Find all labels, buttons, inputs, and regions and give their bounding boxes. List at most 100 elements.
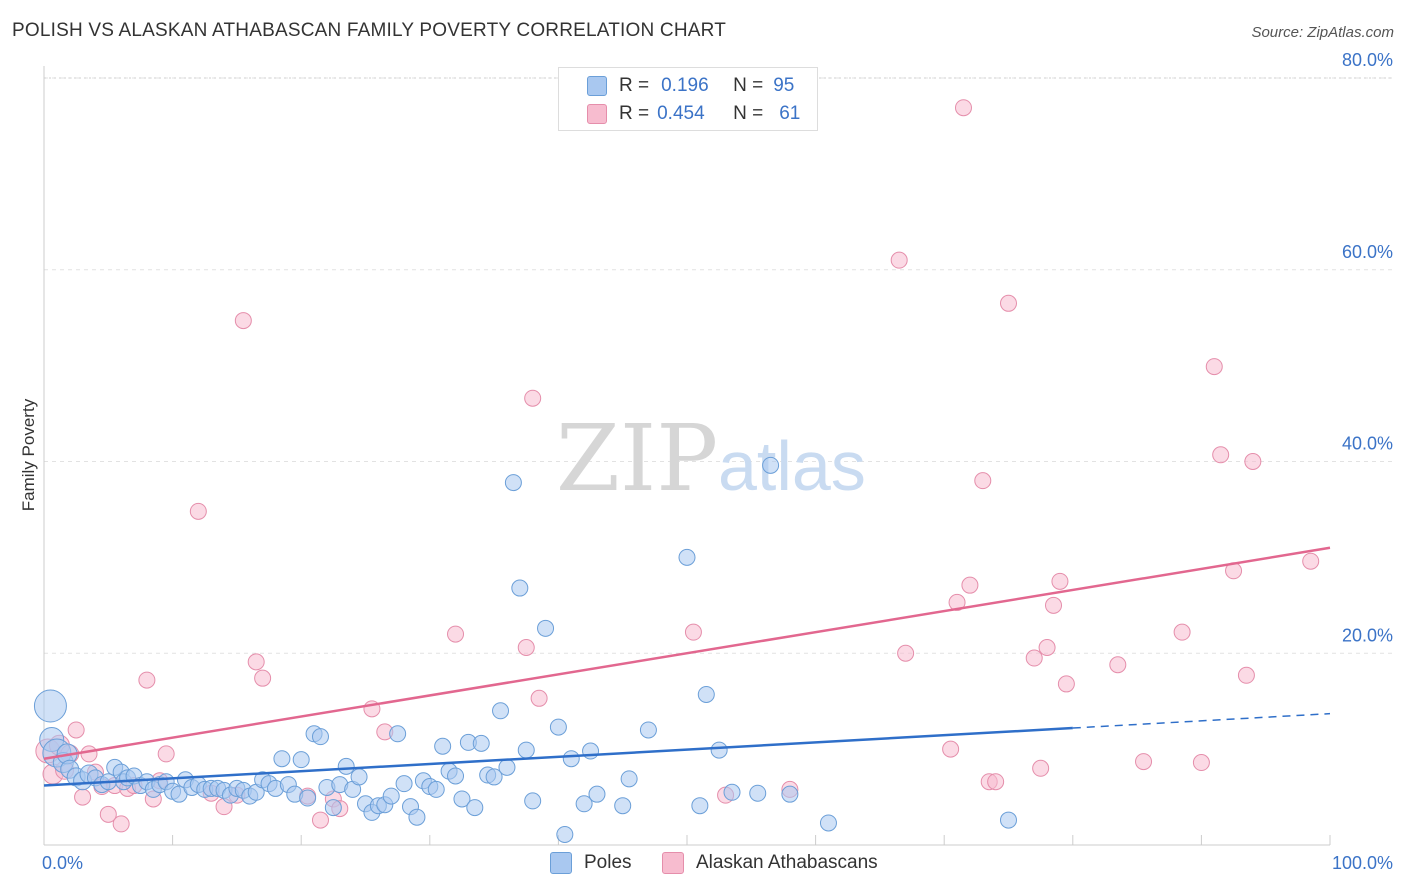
poles-point (504, 474, 522, 492)
poles-point (299, 789, 317, 807)
alaskan-point (897, 644, 915, 662)
alaskan-point (1032, 759, 1050, 777)
legend-label-poles: Poles (584, 852, 632, 873)
chart-title: POLISH VS ALASKAN ATHABASCAN FAMILY POVE… (12, 20, 727, 41)
poles-point (33, 689, 67, 723)
legend-swatch-poles (550, 852, 572, 874)
poles-point (562, 750, 580, 768)
poles-point (524, 792, 542, 810)
poles-point (582, 742, 600, 760)
grid-lines (44, 77, 1392, 654)
legend-swatch-alaskan (662, 852, 684, 874)
alaskan-point (157, 745, 175, 763)
poles-point (472, 734, 490, 752)
poles-point (273, 750, 291, 768)
poles-point (517, 741, 535, 759)
alaskan-point (67, 721, 85, 739)
poles-points (33, 456, 1017, 843)
alaskan-point (99, 805, 117, 823)
x-tick-label-min: 0.0% (42, 853, 83, 873)
poles-point (408, 808, 426, 826)
legend-r-label: R = (619, 103, 650, 124)
alaskan-point (447, 625, 465, 643)
alaskan-point (954, 99, 972, 117)
legend-n-label: N = (733, 103, 764, 124)
poles-point (537, 619, 555, 637)
alaskan-point (1051, 572, 1069, 590)
poles-point (434, 737, 452, 755)
poles-point (447, 767, 465, 785)
legend-swatch-poles (587, 76, 607, 96)
alaskan-point (942, 740, 960, 758)
poles-point (292, 751, 310, 769)
alaskan-point (1192, 754, 1210, 772)
poles-point (691, 797, 709, 815)
alaskan-point (684, 623, 702, 641)
poles-point (620, 770, 638, 788)
watermark-atlas: atlas (718, 427, 866, 505)
legend-label-alaskan: Alaskan Athabascans (696, 852, 878, 873)
series-legend: Poles Alaskan Athabascans (0, 850, 1406, 878)
poles-point (1000, 811, 1017, 829)
legend-r-label: R = (619, 75, 650, 96)
legend-n-value: 61 (779, 103, 801, 124)
trend-lines (43, 546, 1331, 787)
poles-point (492, 702, 510, 720)
alaskan-point (1025, 649, 1043, 667)
poles-point (498, 758, 516, 776)
poles-point (781, 785, 799, 803)
poles-trend-extension (1072, 712, 1331, 729)
poles-point (639, 721, 657, 739)
alaskan-point (890, 251, 908, 269)
alaskan-point (189, 502, 207, 520)
poles-point (466, 799, 484, 817)
legend-r-value: 0.454 (657, 103, 705, 124)
legend-item-alaskan: Alaskan Athabascans (662, 852, 878, 874)
alaskan-point (948, 593, 966, 611)
alaskan-point (524, 389, 542, 407)
poles-point (389, 725, 407, 743)
poles-point (453, 790, 471, 808)
alaskan-point (1173, 623, 1191, 641)
poles-point (485, 768, 503, 786)
tick-labels: 20.0% 40.0% 60.0% 80.0% 0.0% 100.0% (42, 50, 1393, 873)
alaskan-point (247, 653, 265, 671)
poles-point (556, 825, 574, 843)
alaskan-point (1302, 552, 1320, 570)
alaskan-point (1212, 446, 1230, 464)
poles-point (350, 768, 368, 786)
alaskan-point (1244, 453, 1262, 470)
poles-point (588, 785, 606, 803)
alaskan-point (961, 576, 979, 594)
legend-swatch-alaskan (587, 104, 607, 124)
alaskan-point (1038, 638, 1056, 656)
legend-row-alaskan: R = 0.454 N = 61 (587, 102, 800, 126)
y-tick-label: 20.0% (1342, 625, 1393, 645)
watermark-zip: ZIP (556, 405, 718, 512)
poles-point (678, 548, 696, 566)
alaskan-point (1045, 596, 1063, 614)
poles-point (819, 814, 837, 832)
alaskan-point (80, 745, 98, 763)
y-tick-label: 60.0% (1342, 242, 1393, 262)
poles-point (614, 797, 632, 815)
alaskan-point (112, 815, 130, 833)
alaskan-point (254, 669, 272, 687)
legend-n-label: N = (733, 75, 764, 96)
legend-item-poles: Poles (550, 852, 632, 874)
alaskan-trend-line (43, 546, 1331, 760)
poles-point (549, 718, 567, 736)
legend-n-value: 95 (773, 75, 795, 96)
poles-point (395, 775, 413, 793)
poles-point (311, 728, 329, 746)
poles-point (337, 757, 355, 775)
poles-point (511, 579, 529, 597)
chart-source: Source: ZipAtlas.com (1251, 24, 1394, 41)
alaskan-point (1000, 294, 1017, 312)
legend-row-poles: R = 0.196 N = 95 (587, 74, 794, 98)
poles-point (749, 784, 767, 802)
alaskan-point (530, 689, 548, 707)
alaskan-point (1205, 358, 1223, 376)
y-tick-label: 80.0% (1342, 50, 1393, 70)
